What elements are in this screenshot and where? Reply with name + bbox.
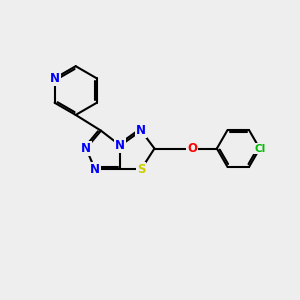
Text: Cl: Cl [254,143,265,154]
Text: O: O [187,142,197,155]
Text: N: N [115,139,125,152]
Text: S: S [137,163,145,176]
Text: N: N [81,142,91,155]
Text: N: N [136,124,146,137]
Text: N: N [90,163,100,176]
Text: N: N [50,72,60,85]
